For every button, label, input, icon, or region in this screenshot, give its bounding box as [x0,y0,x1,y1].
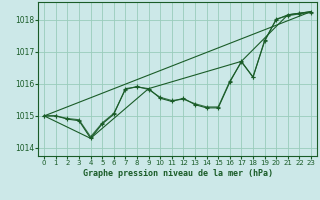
X-axis label: Graphe pression niveau de la mer (hPa): Graphe pression niveau de la mer (hPa) [83,169,273,178]
